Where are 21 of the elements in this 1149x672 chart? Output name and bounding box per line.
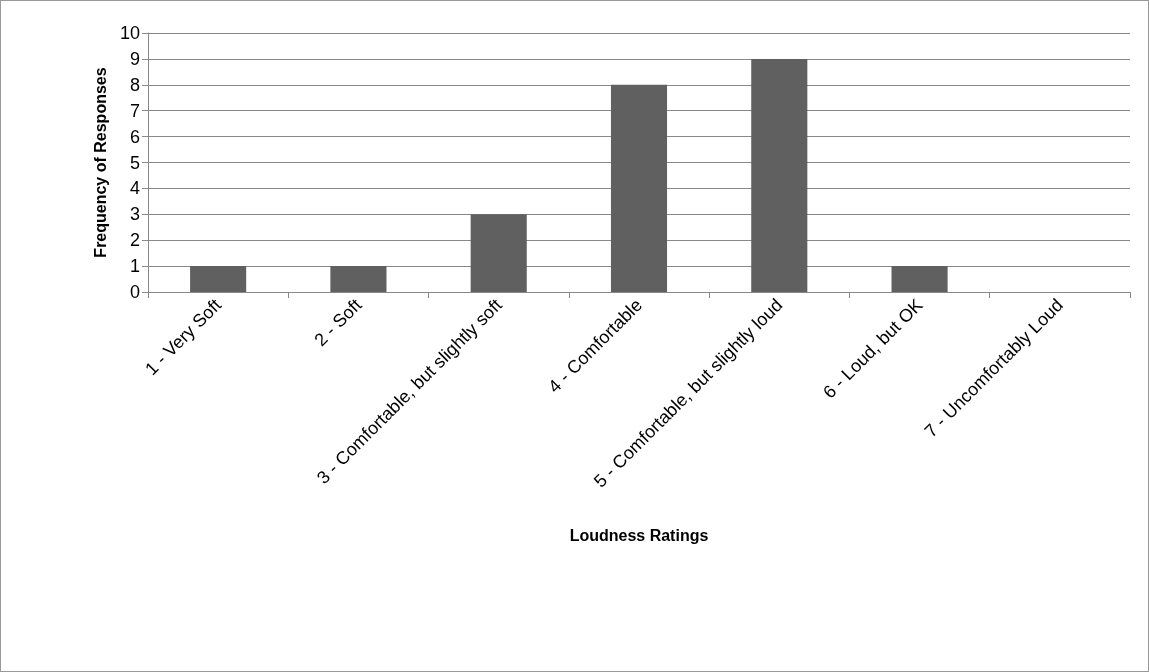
y-tick-label: 6 — [129, 126, 140, 147]
bar — [891, 266, 948, 292]
bar — [751, 58, 808, 292]
y-tick-label: 4 — [129, 178, 140, 199]
bar — [190, 266, 247, 292]
bar — [330, 266, 387, 292]
bar — [610, 84, 668, 292]
y-tick-label: 8 — [129, 74, 140, 95]
x-axis-title: Loudness Ratings — [569, 526, 709, 544]
bar — [470, 214, 527, 292]
y-tick-label: 5 — [129, 152, 140, 173]
y-tick-label: 0 — [129, 282, 140, 302]
y-tick-label: 1 — [129, 256, 140, 277]
y-axis-title: Frequency of Responses — [91, 67, 109, 258]
y-tick-label: 9 — [129, 48, 140, 69]
x-tick-label: 1 - Very Soft — [141, 294, 226, 380]
y-tick-label: 3 — [129, 204, 140, 225]
x-tick-label: 2 - Soft — [310, 294, 366, 351]
y-tick-label: 7 — [129, 100, 140, 121]
y-tick-label: 2 — [129, 230, 140, 251]
y-tick-label: 10 — [119, 23, 140, 43]
